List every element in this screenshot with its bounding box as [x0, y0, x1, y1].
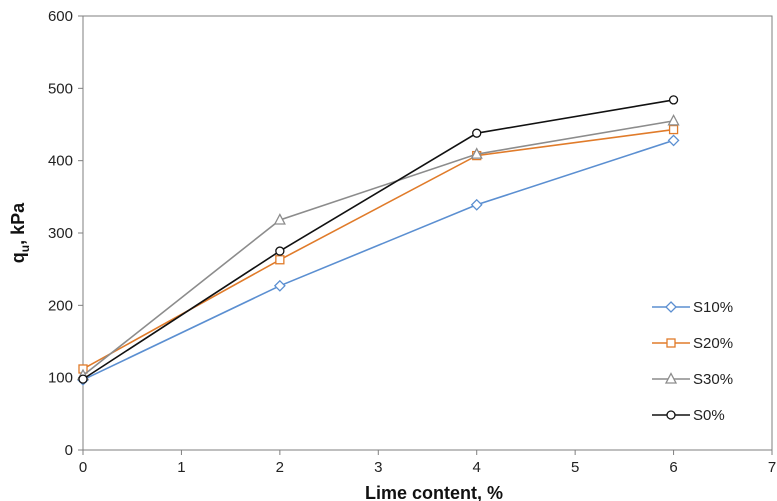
y-tick-label: 400 — [48, 153, 73, 170]
y-tick-label: 300 — [48, 225, 73, 242]
series-line — [82, 120, 674, 377]
data-point — [667, 113, 680, 126]
x-tick-label: 0 — [79, 459, 87, 476]
series-s0-pct — [78, 95, 679, 384]
x-tick-label: 2 — [276, 459, 284, 476]
y-axis-title-subscript: u — [18, 245, 32, 252]
data-point — [667, 134, 680, 147]
y-tick-label: 200 — [48, 297, 73, 314]
y-tick-label: 500 — [48, 80, 73, 97]
legend-item: S20% — [652, 335, 733, 352]
legend-label: S20% — [693, 335, 733, 352]
data-point — [275, 255, 285, 265]
y-tick-label: 600 — [48, 8, 73, 25]
series-s30-pct — [76, 113, 680, 381]
x-tick-label: 4 — [473, 459, 481, 476]
series-line — [82, 99, 674, 380]
data-point — [666, 338, 676, 348]
data-point — [664, 372, 678, 384]
data-point — [668, 124, 679, 135]
x-axis-title: Lime content, % — [365, 483, 503, 501]
data-point — [470, 147, 483, 159]
legend-label: S0% — [693, 407, 725, 424]
x-tick-label: 6 — [669, 459, 677, 476]
y-axis-title: qu, kPa — [8, 202, 32, 263]
x-tick-label: 7 — [768, 459, 776, 476]
y-axis-title-main: q — [8, 252, 28, 263]
series-layer — [76, 95, 680, 386]
x-tick-label: 1 — [177, 459, 185, 476]
x-tick-label: 5 — [571, 459, 579, 476]
y-tick-label: 0 — [65, 442, 73, 459]
data-point — [273, 279, 286, 292]
y-tick-label: 100 — [48, 370, 73, 387]
data-point — [470, 198, 483, 211]
data-point — [275, 246, 285, 256]
legend: S10% S20% S30% S0% — [652, 299, 733, 424]
series-line — [82, 139, 674, 381]
data-point — [273, 213, 286, 225]
data-point — [668, 95, 679, 105]
y-axis-title-unit: , kPa — [8, 202, 28, 245]
data-point — [666, 410, 676, 420]
legend-label: S10% — [693, 299, 733, 316]
legend-label: S30% — [693, 371, 733, 388]
data-point — [665, 301, 677, 313]
plot-area — [82, 15, 773, 451]
y-axis: 0 100 200 300 400 500 600 — [48, 8, 83, 459]
data-point — [78, 374, 88, 384]
x-tick-label: 3 — [374, 459, 382, 476]
legend-item: S10% — [652, 299, 733, 316]
data-point — [472, 128, 482, 138]
x-axis: 0 1 2 3 4 5 6 7 — [79, 450, 776, 476]
legend-item: S0% — [652, 407, 725, 424]
legend-item: S30% — [652, 371, 733, 388]
